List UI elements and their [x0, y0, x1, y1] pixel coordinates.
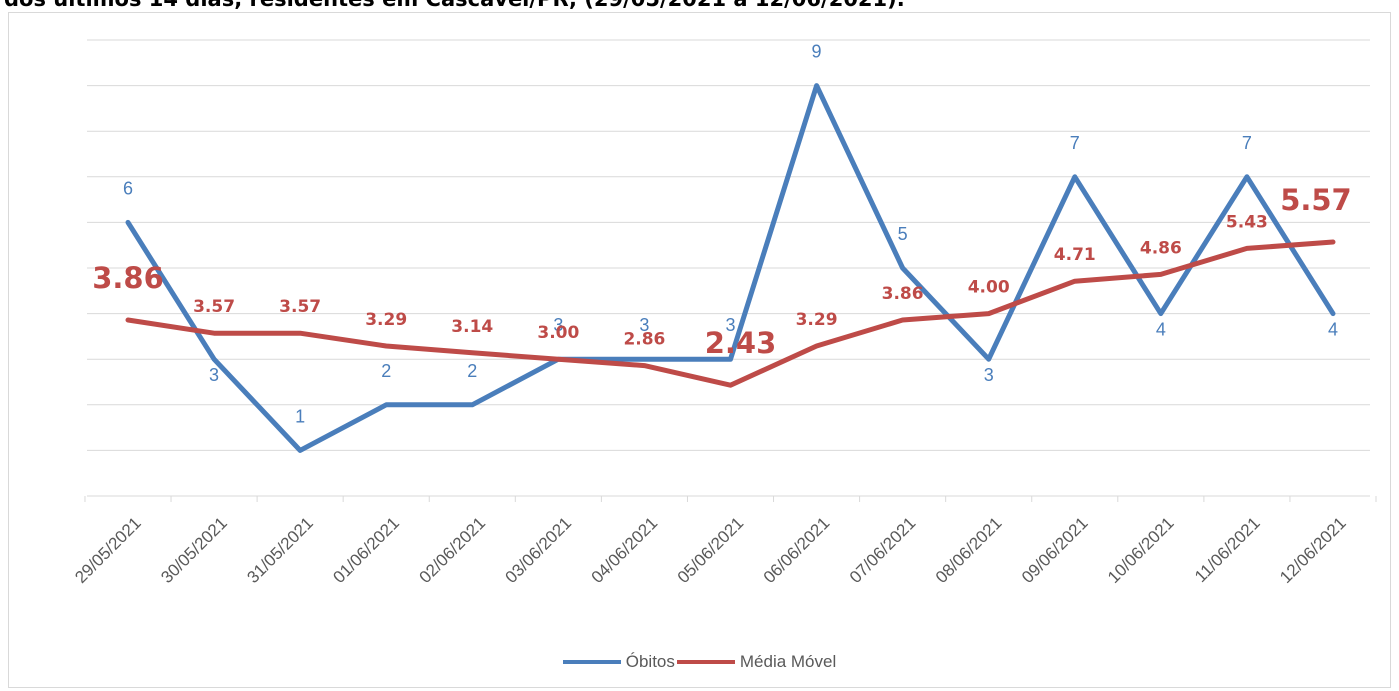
data-label-media-movel-highlight: 2.43: [705, 326, 777, 360]
x-tick-label: 30/05/2021: [157, 513, 231, 587]
line-obitos: [125, 83, 1336, 453]
x-tick-label: 29/05/2021: [71, 513, 145, 587]
page-title: dos últimos 14 dias, residentes em Casca…: [4, 0, 905, 12]
x-tick-label: 10/06/2021: [1104, 513, 1178, 587]
x-tick-label: 04/06/2021: [588, 513, 662, 587]
data-label-obitos: 9: [812, 42, 822, 62]
data-label-obitos: 2: [381, 361, 391, 381]
x-tick-label: 08/06/2021: [932, 513, 1006, 587]
data-label-obitos: 3: [725, 315, 735, 335]
data-label-media-movel: 2.86: [623, 330, 665, 350]
x-tick-label: 12/06/2021: [1276, 513, 1350, 587]
data-label-media-movel: 4.71: [1054, 245, 1096, 265]
data-label-obitos: 5: [898, 224, 908, 244]
legend-label-media-movel: Média Móvel: [739, 652, 837, 671]
legend: Óbitos Média Móvel: [0, 651, 1399, 673]
x-tick-label: 11/06/2021: [1191, 513, 1264, 586]
legend-item-obitos: Óbitos: [562, 652, 675, 672]
legend-item-media-movel: Média Móvel: [676, 652, 837, 672]
data-label-obitos: 7: [1070, 133, 1080, 153]
data-label-obitos: 7: [1242, 133, 1252, 153]
data-label-obitos: 4: [1328, 320, 1338, 340]
data-label-media-movel-highlight: 5.57: [1280, 183, 1352, 217]
x-axis: 29/05/2021 30/05/2021 31/05/2021 01/06/2021…: [71, 495, 1377, 587]
gridlines: [87, 39, 1370, 451]
data-label-obitos: 4: [1156, 320, 1166, 340]
data-label-obitos: 3: [984, 365, 994, 385]
series-lines: [125, 83, 1336, 453]
data-label-media-movel-highlight: 3.86: [92, 261, 164, 295]
data-label-media-movel: 3.29: [796, 310, 838, 330]
data-label-obitos: 3: [553, 315, 563, 335]
data-label-media-movel: 3.86: [882, 284, 924, 304]
x-tick-label: 05/06/2021: [674, 513, 748, 587]
data-labels: 6 3 1 2 2 3 3 3 9 5 3 7 4 7 4 3.86 3.57 3.57 3.29 3.14 3.00 2…: [92, 42, 1352, 427]
data-label-media-movel: 3.00: [537, 323, 579, 343]
x-tick-label: 31/05/2021: [243, 513, 317, 587]
x-tick-label: 01/06/2021: [329, 513, 403, 587]
legend-swatch-obitos: [562, 660, 621, 664]
data-label-media-movel: 3.29: [365, 310, 407, 330]
chart-area: [8, 12, 1391, 688]
data-label-obitos: 6: [123, 178, 133, 198]
data-label-obitos: 2: [467, 361, 477, 381]
data-label-media-movel: 4.00: [968, 278, 1010, 298]
x-tick-label: 02/06/2021: [416, 513, 490, 587]
legend-label-obitos: Óbitos: [625, 652, 675, 671]
x-tick-label: 06/06/2021: [760, 513, 834, 587]
data-label-media-movel: 5.43: [1226, 212, 1268, 232]
data-label-media-movel: 4.86: [1140, 238, 1182, 258]
x-tick-label: 03/06/2021: [502, 513, 576, 587]
line-media-movel: [125, 239, 1336, 388]
x-tick-label: 09/06/2021: [1018, 513, 1092, 587]
data-label-obitos: 3: [639, 315, 649, 335]
data-label-media-movel: 3.57: [193, 297, 235, 317]
data-label-obitos: 1: [295, 406, 305, 426]
data-label-obitos: 3: [209, 365, 219, 385]
data-label-media-movel: 3.57: [279, 297, 321, 317]
legend-swatch-media-movel: [676, 660, 735, 664]
data-label-media-movel: 3.14: [451, 317, 493, 337]
x-tick-label: 07/06/2021: [846, 513, 920, 587]
